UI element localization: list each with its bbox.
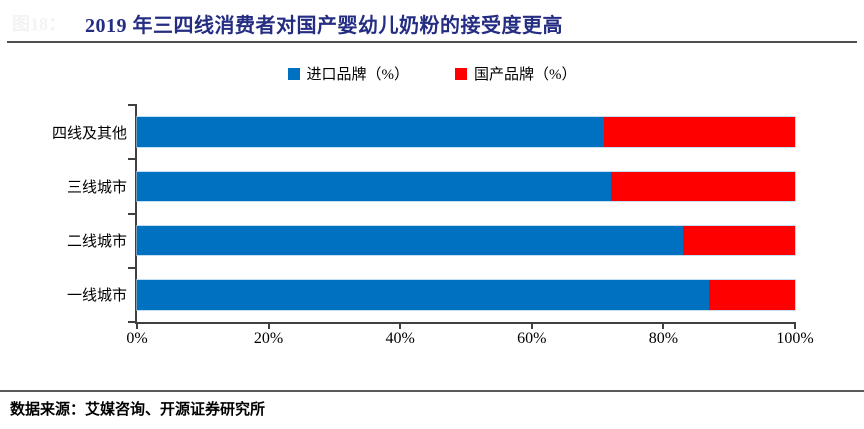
stacked-bar bbox=[137, 225, 795, 256]
bar-segment-domestic bbox=[683, 225, 795, 256]
category-label: 二线城市 bbox=[66, 234, 127, 251]
legend-item: 进口品牌（%） bbox=[287, 63, 410, 84]
legend-swatch-icon bbox=[287, 67, 300, 80]
x-axis-tick-label: 100% bbox=[776, 330, 814, 347]
x-axis-tick-label: 40% bbox=[385, 330, 415, 347]
stacked-bar bbox=[137, 280, 795, 310]
y-axis-tick bbox=[128, 104, 135, 106]
bar-segment-import bbox=[137, 280, 710, 310]
category-label: 三线城市 bbox=[66, 179, 127, 196]
figure-number-label: 图18： bbox=[12, 14, 66, 34]
bar-segment-domestic bbox=[610, 171, 795, 201]
category-label: 一线城市 bbox=[66, 288, 127, 305]
legend-label: 国产品牌（%） bbox=[474, 67, 577, 83]
x-axis-tick bbox=[662, 322, 665, 329]
legend-item: 国产品牌（%） bbox=[455, 63, 577, 84]
title-divider-line bbox=[7, 41, 857, 43]
bar-row bbox=[137, 214, 795, 268]
y-axis-line bbox=[135, 104, 137, 324]
x-axis-tick-labels: 0% 20% 40% 60% 80% 100% bbox=[126, 330, 813, 352]
bar-row bbox=[137, 105, 795, 159]
y-axis-tick bbox=[128, 158, 135, 161]
y-axis-tick bbox=[128, 321, 135, 323]
x-axis-tick-label: 20% bbox=[253, 330, 284, 347]
stacked-bar bbox=[137, 117, 795, 147]
y-axis-tick bbox=[128, 212, 135, 215]
legend-label: 进口品牌（%） bbox=[306, 67, 410, 83]
chart-title: 2019 年三四线消费者对国产婴幼儿奶粉的接受度更高 bbox=[85, 15, 563, 37]
bar-row bbox=[137, 159, 795, 213]
bar-segment-domestic bbox=[709, 280, 795, 310]
x-axis-tick bbox=[530, 322, 533, 329]
bar-segment-import bbox=[137, 225, 684, 256]
x-axis-tick bbox=[399, 322, 402, 329]
bar-segment-import bbox=[137, 117, 605, 147]
x-axis-tick-label: 60% bbox=[517, 330, 547, 347]
data-source-note: 数据来源：艾媒咨询、开源证券研究所 bbox=[10, 402, 266, 418]
x-axis-line bbox=[135, 322, 796, 324]
category-label: 四线及其他 bbox=[51, 125, 127, 142]
y-axis-tick bbox=[128, 266, 135, 269]
footer-divider-line bbox=[0, 390, 864, 392]
x-axis-tick bbox=[794, 322, 796, 329]
plot-area bbox=[128, 104, 796, 329]
bar-row bbox=[137, 268, 795, 322]
x-axis-tick-label: 80% bbox=[648, 330, 679, 347]
chart-legend: 进口品牌（%） 国产品牌（%） bbox=[0, 63, 864, 84]
x-axis-tick bbox=[136, 322, 138, 329]
category-axis-labels: 四线及其他三线城市二线城市一线城市 bbox=[0, 105, 127, 322]
legend-swatch-icon bbox=[455, 67, 467, 80]
bar-segment-import bbox=[137, 171, 611, 201]
bar-segment-domestic bbox=[604, 117, 795, 147]
x-axis-tick bbox=[267, 322, 270, 329]
stacked-bar bbox=[137, 171, 795, 201]
x-axis-tick-label: 0% bbox=[126, 330, 148, 347]
